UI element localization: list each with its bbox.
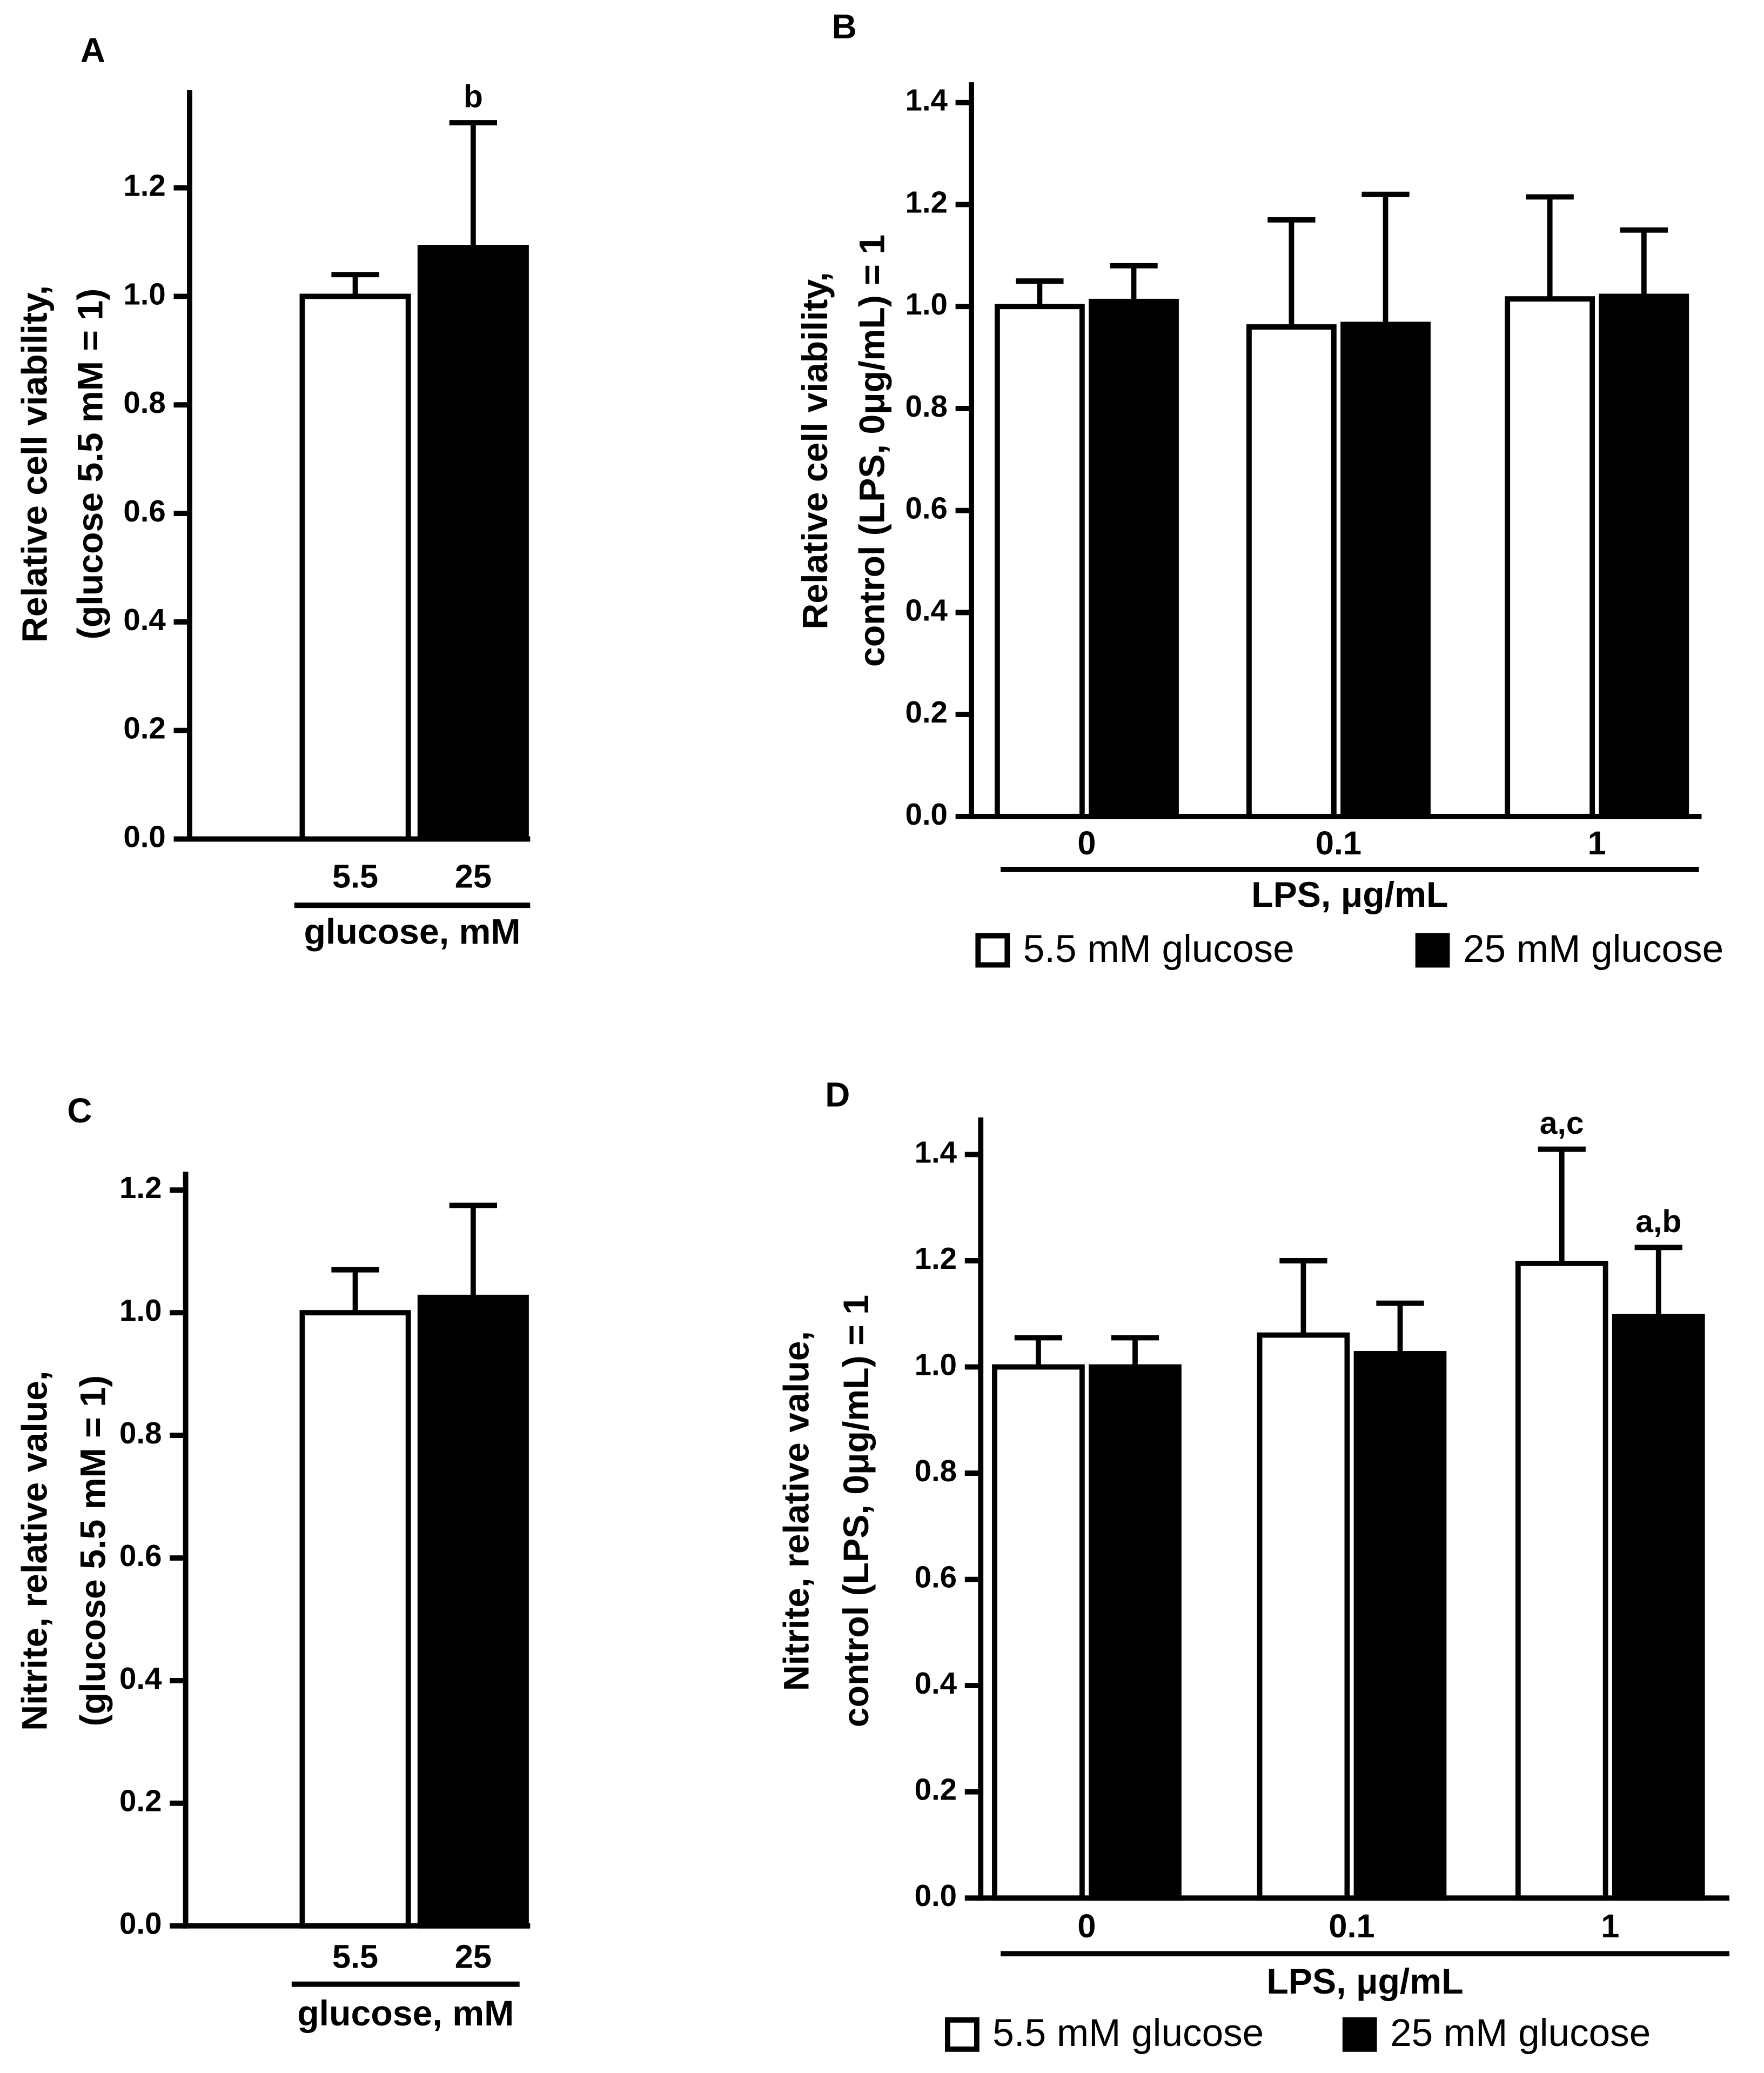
y-tick-label: 1.0 <box>905 287 947 321</box>
legend-swatch <box>975 933 1010 968</box>
y-tick-label: 0.4 <box>915 1666 957 1700</box>
y-tick-label: 0.8 <box>119 1416 162 1450</box>
y-tick-label: 0.2 <box>119 1784 162 1818</box>
y-axis-label: Relative cell viability, <box>15 285 55 643</box>
bar <box>1505 296 1595 819</box>
bar <box>994 304 1085 819</box>
x-tick-label: 0 <box>1077 824 1096 861</box>
y-axis-label: (glucose 5.5 mM = 1) <box>73 1375 113 1727</box>
y-tick-label: 1.0 <box>119 1293 162 1327</box>
annotation: a,c <box>1540 1106 1584 1141</box>
bar <box>1340 322 1431 819</box>
y-tick-label: 1.4 <box>905 83 948 117</box>
legend-label: 25 mM glucose <box>1390 2012 1651 2055</box>
y-tick-label: 1.2 <box>915 1241 957 1275</box>
bar <box>1353 1351 1447 1901</box>
y-tick-label: 0.0 <box>915 1878 957 1912</box>
y-tick-label: 0.6 <box>123 494 165 528</box>
legend-swatch <box>1342 2017 1377 2052</box>
x-axis-label: glucose, mM <box>304 912 520 952</box>
y-tick-label: 0.4 <box>123 603 166 637</box>
y-tick-label: 0.4 <box>119 1661 162 1695</box>
x-tick-label: 0.1 <box>1316 824 1361 861</box>
panel-letter: A <box>81 31 105 70</box>
y-tick-label: 0.2 <box>905 695 947 729</box>
y-axis-label: (glucose 5.5 mM = 1) <box>70 289 110 640</box>
y-axis-label: Relative cell viability, <box>795 272 835 629</box>
x-tick-label: 25 <box>455 1937 492 1975</box>
y-tick-label: 1.4 <box>915 1135 957 1169</box>
y-axis-label: Nitrite, relative value, <box>777 1331 817 1691</box>
bar <box>417 245 529 842</box>
annotation: b <box>464 79 483 114</box>
bar <box>1612 1314 1705 1901</box>
y-tick-label: 0.0 <box>905 797 947 831</box>
bar <box>1089 298 1179 819</box>
panel-letter: B <box>832 7 857 46</box>
legend-label: 5.5 mM glucose <box>992 2012 1264 2055</box>
x-tick-label: 0.1 <box>1329 1907 1374 1944</box>
bar <box>299 1310 411 1929</box>
y-tick-label: 1.2 <box>123 168 165 202</box>
bar <box>1257 1332 1350 1901</box>
x-tick-label: 0 <box>1077 1907 1096 1944</box>
legend-swatch <box>945 2017 980 2052</box>
y-tick-label: 0.2 <box>915 1773 957 1807</box>
y-tick-label: 0.8 <box>905 389 947 423</box>
bar <box>299 293 411 842</box>
y-axis-label: Nitrite, relative value, <box>15 1371 55 1731</box>
legend-label: 25 mM glucose <box>1463 928 1723 971</box>
panel-letter: C <box>67 1091 92 1130</box>
x-tick-label: 5.5 <box>332 1937 378 1975</box>
y-tick-label: 0.6 <box>905 491 947 525</box>
y-tick-label: 0.0 <box>119 1907 162 1941</box>
x-axis-label: glucose, mM <box>297 1994 514 2034</box>
y-tick-label: 1.2 <box>119 1171 162 1205</box>
y-tick-label: 0.6 <box>119 1539 162 1573</box>
annotation: a,b <box>1635 1204 1681 1239</box>
x-tick-label: 25 <box>455 857 492 894</box>
x-axis-label: LPS, μg/mL <box>1266 1962 1463 2002</box>
bar <box>1515 1260 1608 1901</box>
x-tick-label: 1 <box>1588 824 1606 861</box>
bar <box>992 1364 1085 1901</box>
panel-letter: D <box>825 1075 850 1114</box>
y-axis-label: control (LPS, 0μg/mL) = 1 <box>836 1295 876 1727</box>
bar <box>1246 324 1337 819</box>
y-tick-label: 1.0 <box>123 277 165 311</box>
y-tick-label: 1.0 <box>915 1347 957 1381</box>
y-tick-label: 0.6 <box>915 1560 957 1594</box>
y-tick-label: 0.0 <box>123 819 165 853</box>
legend-swatch <box>1415 933 1450 968</box>
x-tick-label: 1 <box>1601 1907 1619 1944</box>
x-axis-label: LPS, μg/mL <box>1251 875 1448 915</box>
bar <box>1599 293 1689 819</box>
legend-label: 5.5 mM glucose <box>1023 928 1295 971</box>
bar <box>1089 1364 1182 1901</box>
bar <box>417 1294 529 1929</box>
y-tick-label: 0.4 <box>905 593 948 627</box>
y-axis-label: control (LPS, 0μg/mL) = 1 <box>853 235 893 667</box>
y-tick-label: 1.2 <box>905 185 947 219</box>
y-tick-label: 0.8 <box>915 1454 957 1488</box>
x-tick-label: 5.5 <box>332 857 378 894</box>
y-tick-label: 0.2 <box>123 711 165 745</box>
y-tick-label: 0.8 <box>123 385 165 419</box>
